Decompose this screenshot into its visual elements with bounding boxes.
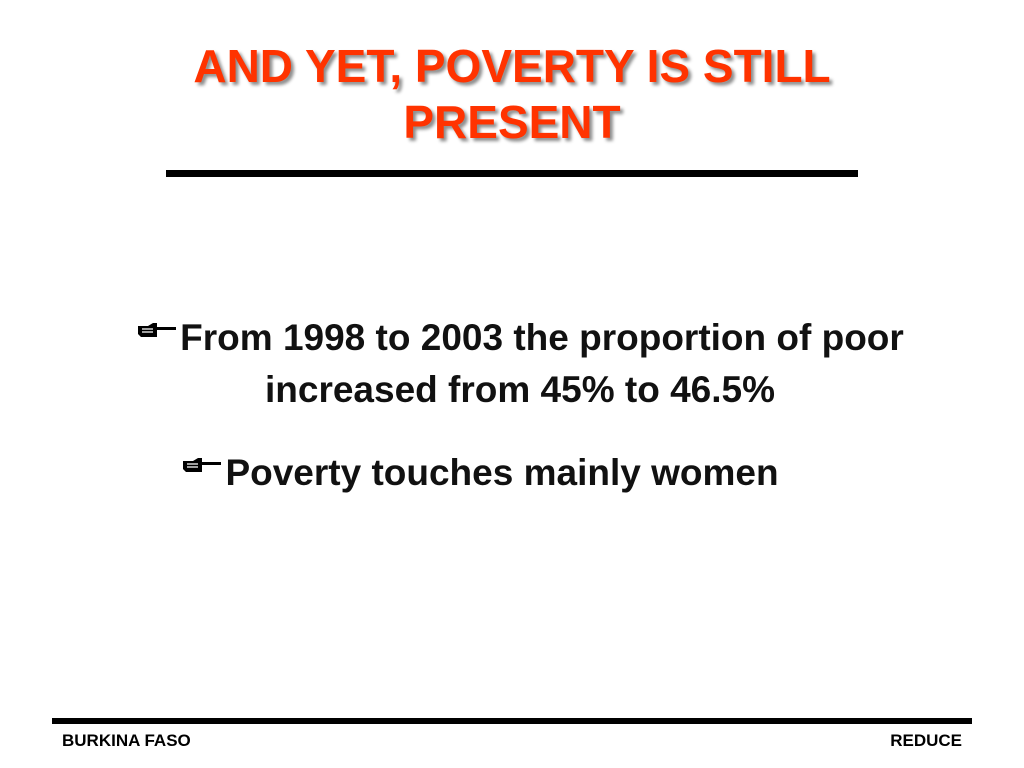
slide-title-line-2: PRESENT	[403, 96, 621, 148]
bullet-2-line-1: Poverty touches mainly women	[225, 452, 779, 493]
slide-title: AND YET, POVERTY IS STILL PRESENT	[112, 38, 912, 150]
pointing-hand-icon	[183, 458, 222, 472]
bullet-item-poverty-increase: From 1998 to 2003 the proportion of poor…	[40, 312, 1000, 416]
footer-country: BURKINA FASO	[62, 731, 191, 750]
footer-rule	[52, 718, 972, 724]
pointing-hand-icon	[138, 323, 177, 337]
slide-title-line-1: AND YET, POVERTY IS STILL	[193, 40, 831, 92]
footer-label: REDUCE	[890, 731, 962, 750]
bullet-item-women: Poverty touches mainly women	[40, 447, 920, 499]
bullet-1-line-2: increased from 45% to 46.5%	[265, 369, 775, 410]
title-underline	[166, 170, 858, 177]
bullet-1-line-1: From 1998 to 2003 the proportion of poor	[180, 317, 904, 358]
